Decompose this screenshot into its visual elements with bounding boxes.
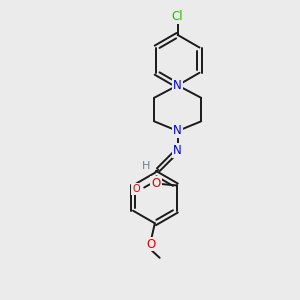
Text: N: N bbox=[173, 144, 182, 157]
Text: H: H bbox=[142, 160, 151, 171]
Text: N: N bbox=[173, 124, 182, 137]
Text: Cl: Cl bbox=[172, 11, 184, 23]
Text: N: N bbox=[173, 79, 182, 92]
Text: O: O bbox=[146, 238, 155, 250]
Text: O: O bbox=[132, 184, 140, 194]
Text: O: O bbox=[151, 177, 160, 190]
